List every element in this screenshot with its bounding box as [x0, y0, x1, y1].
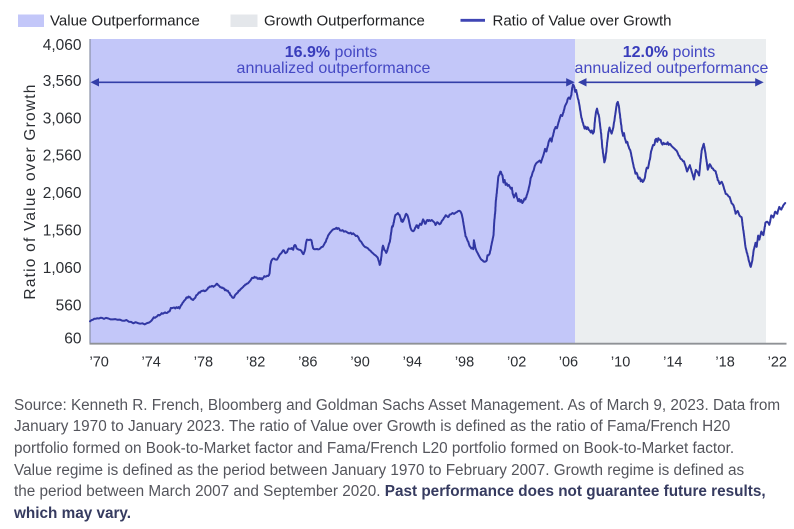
svg-text:’70: ’70	[90, 355, 109, 371]
svg-text:12.0% points: 12.0% points	[623, 44, 716, 61]
svg-text:’02: ’02	[507, 355, 526, 371]
svg-text:Ratio of Value over Growth: Ratio of Value over Growth	[22, 83, 39, 299]
svg-text:annualized outperformance: annualized outperformance	[237, 60, 431, 77]
svg-text:’18: ’18	[715, 355, 734, 371]
svg-text:2,060: 2,060	[43, 185, 82, 202]
svg-text:annualized outperformance: annualized outperformance	[575, 60, 769, 77]
svg-text:3,560: 3,560	[43, 73, 82, 90]
svg-text:Growth Outperformance: Growth Outperformance	[264, 13, 425, 30]
svg-text:2,560: 2,560	[43, 148, 82, 165]
svg-text:’98: ’98	[455, 355, 474, 371]
svg-text:’94: ’94	[403, 355, 422, 371]
svg-text:’74: ’74	[142, 355, 161, 371]
svg-text:3,060: 3,060	[43, 110, 82, 127]
svg-text:’14: ’14	[663, 355, 682, 371]
svg-text:60: 60	[64, 331, 82, 348]
svg-text:4,060: 4,060	[43, 37, 82, 54]
svg-text:’10: ’10	[611, 355, 630, 371]
svg-text:’82: ’82	[246, 355, 265, 371]
svg-text:560: 560	[56, 297, 82, 314]
svg-text:’06: ’06	[559, 355, 578, 371]
svg-text:’86: ’86	[298, 355, 317, 371]
svg-text:’78: ’78	[194, 355, 213, 371]
svg-text:1,060: 1,060	[43, 260, 82, 277]
svg-text:’22: ’22	[768, 355, 787, 371]
svg-text:16.9% points: 16.9% points	[285, 44, 378, 61]
svg-text:Value Outperformance: Value Outperformance	[50, 13, 200, 30]
svg-text:’90: ’90	[350, 355, 369, 371]
svg-text:Ratio of Value over Growth: Ratio of Value over Growth	[493, 13, 672, 30]
svg-text:1,560: 1,560	[43, 223, 82, 240]
